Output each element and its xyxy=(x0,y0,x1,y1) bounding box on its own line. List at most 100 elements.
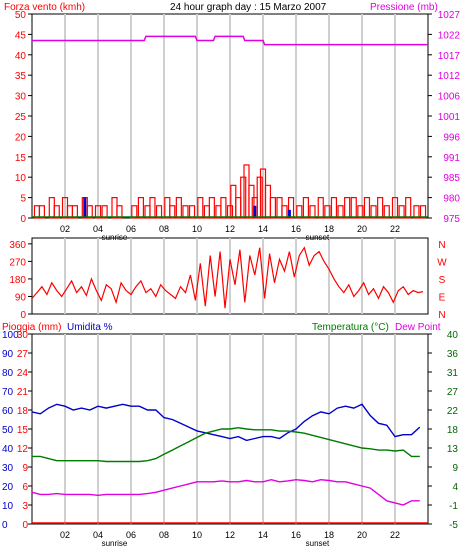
rain-tick-label: 12 xyxy=(17,444,29,455)
temperature-tick-label: 40 xyxy=(447,330,459,341)
compass-label: E xyxy=(439,293,446,304)
wind-bar xyxy=(337,205,344,219)
wind-bar xyxy=(188,205,196,219)
wind-bar xyxy=(370,205,377,219)
wind-tick-label: 45 xyxy=(15,30,27,41)
wind-bar xyxy=(182,205,189,219)
pressure-tick-label: 1027 xyxy=(438,10,461,21)
hour-tick-label: 02 xyxy=(60,224,70,234)
sunrise-label: sunrise xyxy=(102,233,128,242)
pressure-tick-label: 1017 xyxy=(438,51,461,62)
wind-bar xyxy=(175,197,182,219)
wind-bar xyxy=(220,197,227,219)
hour-tick-label: 14 xyxy=(258,224,268,234)
wind-tick-label: 35 xyxy=(15,71,27,82)
rain-axis-label: Pioggia (mm) xyxy=(2,322,61,333)
wind-bar xyxy=(377,197,384,219)
compass-label: N xyxy=(438,310,445,321)
pressure-tick-label: 1006 xyxy=(438,92,461,103)
humidity-axis-label: Umidita % xyxy=(67,322,113,333)
hour-tick-label: 10 xyxy=(192,224,202,234)
pressure-tick-label: 1001 xyxy=(438,112,461,123)
wind-bar xyxy=(155,205,163,219)
wind-axis-label: Forza vento (kmh) xyxy=(4,2,85,13)
humidity-tick-label: 40 xyxy=(2,444,14,455)
wind-bar xyxy=(398,205,405,219)
temperature-tick-label: 36 xyxy=(447,349,459,360)
hour-tick-label: 12 xyxy=(225,224,235,234)
humidity-tick-label: 0 xyxy=(2,520,8,531)
hour-tick-label: 04 xyxy=(93,224,103,234)
wind-bar xyxy=(391,197,399,219)
wind-bar xyxy=(169,205,176,219)
wind-bar xyxy=(131,205,138,219)
sunset-label: sunset xyxy=(306,233,330,242)
hour-tick-label: 16 xyxy=(291,224,301,234)
direction-tick-label: 180 xyxy=(9,275,26,286)
wind-bar xyxy=(405,197,412,219)
wind-bar xyxy=(324,205,331,219)
hour-tick-label: 12 xyxy=(225,530,235,540)
rain-tick-label: 30 xyxy=(17,330,29,341)
gust-bar xyxy=(253,205,257,218)
chart-title: 24 hour graph day : 15 Marzo 2007 xyxy=(170,2,327,13)
direction-tick-label: 0 xyxy=(20,310,26,321)
gust-bar xyxy=(287,209,291,218)
wind-bar xyxy=(226,205,234,219)
hour-tick-label: 16 xyxy=(291,530,301,540)
hour-tick-label: 02 xyxy=(60,530,70,540)
wind-tick-label: 5 xyxy=(20,194,26,205)
wind-bar xyxy=(137,197,144,219)
hour-tick-label: 10 xyxy=(192,530,202,540)
gust-bar xyxy=(83,197,87,218)
humidity-tick-label: 20 xyxy=(2,482,14,493)
wind-bar xyxy=(116,205,123,219)
dewpoint-line xyxy=(31,478,420,506)
wind-bar xyxy=(309,205,316,219)
wind-bar xyxy=(208,197,215,219)
pressure-tick-label: 1022 xyxy=(438,30,461,41)
pressure-tick-label: 975 xyxy=(443,214,460,225)
compass-label: N xyxy=(438,240,445,251)
temperature-tick-label: -1 xyxy=(449,501,458,512)
hour-tick-label: 04 xyxy=(93,530,103,540)
wind-bar xyxy=(302,197,309,219)
wind-bar xyxy=(53,205,60,219)
wind-bar xyxy=(197,197,204,219)
hour-tick-label: 20 xyxy=(357,224,367,234)
pressure-axis-label: Pressione (mb) xyxy=(370,2,438,13)
hour-tick-label: 18 xyxy=(324,530,334,540)
wind-bar xyxy=(101,205,108,219)
humidity-tick-label: 60 xyxy=(2,406,14,417)
humidity-tick-label: 70 xyxy=(2,387,14,398)
wind-bar xyxy=(419,205,427,219)
humidity-tick-label: 10 xyxy=(2,501,14,512)
rain-tick-label: 9 xyxy=(22,463,28,474)
dewpoint-axis-label: Dew Point xyxy=(395,322,441,333)
humidity-line xyxy=(31,403,421,442)
wind-bar xyxy=(71,205,79,219)
wind-bar xyxy=(344,197,351,219)
hour-tick-label: 14 xyxy=(258,530,268,540)
temperature-tick-label: 22 xyxy=(447,406,459,417)
rain-tick-label: 15 xyxy=(17,425,29,436)
wind-bar xyxy=(269,197,276,219)
pressure-tick-label: 1012 xyxy=(438,71,461,82)
rain-tick-label: 18 xyxy=(17,406,29,417)
wind-bar xyxy=(38,205,46,219)
wind-tick-label: 50 xyxy=(15,10,27,21)
wind-tick-label: 40 xyxy=(15,51,27,62)
wind-tick-label: 0 xyxy=(20,214,26,225)
wind-bar xyxy=(383,205,390,219)
rain-tick-label: 6 xyxy=(22,482,28,493)
pressure-tick-label: 985 xyxy=(443,173,460,184)
wind-tick-label: 10 xyxy=(15,173,27,184)
wind-bar xyxy=(413,205,420,219)
wind-direction-line xyxy=(31,246,424,309)
humidity-tick-label: 100 xyxy=(2,330,19,341)
wind-bar xyxy=(287,197,295,219)
wind-bar xyxy=(94,205,102,219)
pressure-line xyxy=(32,35,428,46)
rain-tick-label: 24 xyxy=(17,368,29,379)
wind-bar xyxy=(350,197,357,219)
